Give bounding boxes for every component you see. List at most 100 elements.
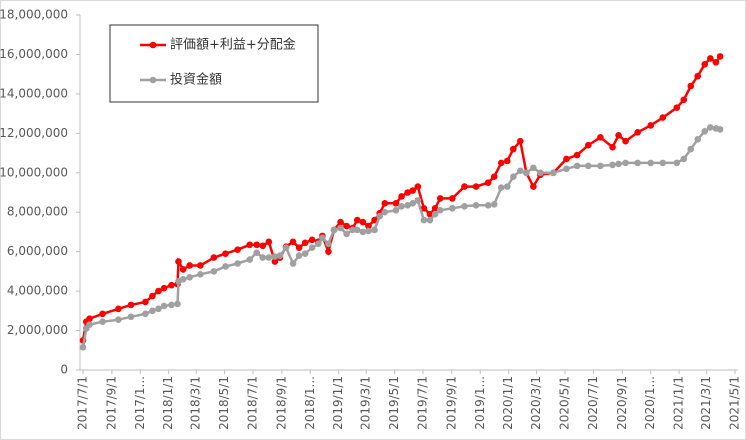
data-point	[716, 53, 724, 60]
data-point	[461, 203, 468, 210]
data-point	[246, 256, 254, 263]
data-point	[449, 204, 456, 212]
data-point	[647, 159, 655, 167]
data-point	[149, 292, 156, 300]
data-point	[222, 263, 229, 270]
data-point	[497, 184, 505, 191]
y-tick-label: 2,000,000	[7, 323, 68, 337]
data-point	[149, 307, 156, 315]
legend-marker	[149, 41, 157, 49]
data-point	[376, 212, 383, 220]
data-point	[712, 59, 720, 66]
data-point	[115, 316, 122, 324]
y-tick-label: 10,000,000	[0, 165, 68, 179]
data-point	[392, 206, 400, 214]
data-point	[615, 160, 622, 168]
data-point	[343, 230, 350, 238]
data-point	[175, 258, 182, 265]
data-point	[404, 202, 411, 209]
data-point	[659, 159, 667, 167]
data-point	[409, 187, 417, 194]
data-point	[325, 248, 332, 255]
data-point	[510, 173, 517, 181]
data-point	[573, 162, 581, 170]
data-point	[431, 204, 439, 212]
data-point	[414, 197, 422, 204]
y-tick-label: 8,000,000	[7, 205, 68, 219]
data-point	[276, 252, 284, 259]
data-point	[622, 137, 629, 145]
data-point	[186, 274, 193, 281]
x-tick-label: 2018/1...	[303, 376, 317, 430]
data-point	[289, 238, 297, 246]
data-point	[490, 201, 498, 208]
data-point	[680, 155, 688, 163]
data-point	[701, 128, 709, 135]
data-point	[253, 241, 261, 249]
x-tick-label: 2019/9/1	[444, 376, 458, 430]
data-point	[537, 169, 544, 177]
x-tick-label: 2017/1...	[133, 376, 147, 430]
x-tick-label: 2020/7/1	[586, 376, 600, 430]
data-point	[160, 284, 168, 292]
y-tick-label: 14,000,000	[0, 86, 68, 100]
data-point	[99, 318, 106, 325]
data-point	[573, 151, 581, 159]
x-tick-label: 2018/7/1	[245, 376, 259, 430]
data-point	[523, 169, 530, 177]
data-point	[86, 321, 93, 328]
data-point	[210, 254, 218, 261]
data-point	[449, 195, 456, 202]
data-point	[197, 271, 204, 278]
data-point	[295, 252, 303, 259]
x-tick-label: 2019/1/1	[331, 376, 345, 430]
data-point	[142, 310, 149, 318]
data-point	[295, 244, 303, 252]
data-point	[325, 240, 332, 248]
data-point	[436, 206, 444, 214]
data-point	[222, 250, 229, 257]
x-tick-label: 2017/9/1	[104, 376, 118, 430]
data-point	[381, 208, 389, 216]
y-tick-label: 16,000,000	[0, 47, 68, 61]
data-point	[563, 155, 570, 163]
data-point	[371, 226, 378, 234]
data-point	[127, 301, 135, 309]
data-point	[707, 55, 714, 62]
data-point	[349, 226, 356, 234]
x-tick-label: 2020/1/1	[501, 376, 515, 430]
data-point	[472, 183, 480, 190]
data-point	[707, 124, 714, 131]
data-point	[179, 266, 187, 273]
x-tick-label: 2021/1/1	[672, 376, 686, 430]
y-tick-label: 0	[60, 363, 68, 377]
data-point	[392, 200, 400, 207]
data-point	[398, 193, 405, 200]
data-point	[115, 305, 122, 313]
data-point	[510, 145, 517, 153]
data-point	[398, 203, 405, 210]
data-point	[634, 129, 641, 136]
data-point	[503, 183, 511, 190]
x-tick-label: 2018/9/1	[274, 376, 288, 430]
x-tick-label: 2019/5/1	[387, 376, 401, 430]
data-point	[354, 226, 361, 234]
data-point	[563, 165, 570, 173]
data-point	[647, 122, 655, 129]
data-point	[609, 143, 616, 151]
data-point	[420, 204, 428, 212]
data-point	[497, 159, 505, 167]
data-point	[314, 240, 322, 248]
data-point	[687, 82, 695, 90]
data-point	[301, 239, 309, 247]
x-tick-label: 2021/5/1	[728, 376, 742, 430]
data-point	[155, 287, 162, 295]
data-point	[343, 222, 350, 230]
data-point	[160, 302, 168, 310]
data-point	[234, 260, 241, 267]
legend-label: 評価額+利益+分配金	[170, 37, 296, 53]
x-tick-label: 2020/5/1	[558, 376, 572, 430]
x-tick-label: 2017/7/1	[76, 376, 90, 430]
data-point	[253, 249, 261, 256]
